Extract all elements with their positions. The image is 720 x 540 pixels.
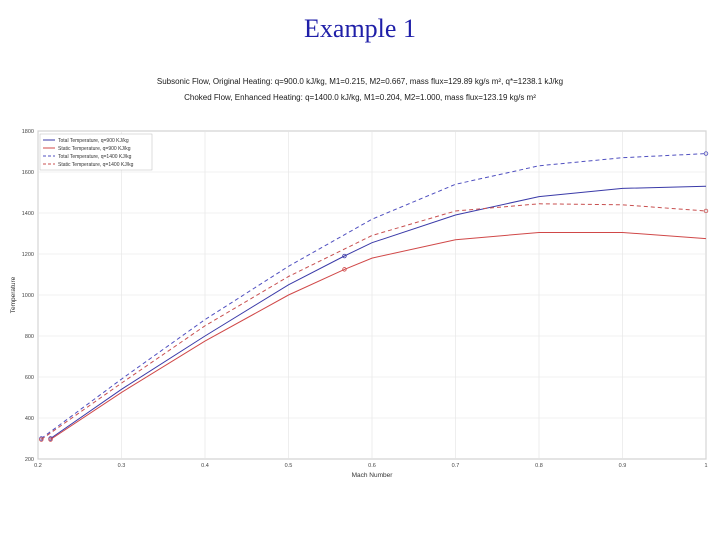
x-tick-label: 0.5 (285, 463, 293, 469)
y-tick-label: 1800 (22, 129, 34, 135)
y-tick-label: 1400 (22, 211, 34, 217)
x-tick-label: 0.2 (34, 463, 42, 469)
legend-entry-2: Static Temperature, q=900 KJ/kg (58, 146, 131, 152)
legend-entry-3: Total Temperature, q=1400 KJ/kg (58, 154, 132, 160)
x-tick-label: 0.9 (619, 463, 627, 469)
y-tick-label: 400 (25, 416, 34, 422)
series-2-marker (48, 437, 53, 442)
series-line-2 (50, 232, 707, 440)
series-line-1 (50, 185, 707, 439)
legend-entry-1: Total Temperature, q=900 KJ/kg (58, 138, 129, 144)
series-3-marker (703, 151, 709, 156)
y-tick-label: 1000 (22, 293, 34, 299)
legend-box (39, 133, 153, 171)
y-tick-label: 800 (25, 334, 34, 340)
series-line-3 (41, 153, 707, 439)
x-tick-label: 1 (704, 463, 707, 469)
x-tick-label: 0.4 (201, 463, 209, 469)
x-axis-label: Mach Number (352, 472, 394, 479)
slide-title: Example 1 (304, 14, 416, 43)
y-tick-label: 1200 (22, 252, 34, 258)
x-tick-label: 0.6 (368, 463, 376, 469)
x-tick-label: 0.3 (118, 463, 126, 469)
chart-title-line-1: Subsonic Flow, Original Heating: q=900.0… (157, 77, 563, 86)
y-tick-label: 1600 (22, 170, 34, 176)
series-1-marker (342, 253, 347, 259)
series-4-marker (703, 208, 709, 214)
y-axis-label: Temperature (10, 276, 17, 313)
y-tick-label: 600 (25, 375, 34, 381)
y-tick-label: 200 (25, 457, 34, 463)
series-2-marker (342, 267, 347, 272)
chart-title-line-2: Choked Flow, Enhanced Heating: q=1400.0 … (184, 93, 536, 102)
x-tick-label: 0.7 (452, 463, 460, 469)
x-tick-label: 0.8 (535, 463, 543, 469)
series-4-marker (39, 437, 44, 442)
legend-entry-4: Static Temperature, q=1400 KJ/kg (58, 162, 134, 168)
